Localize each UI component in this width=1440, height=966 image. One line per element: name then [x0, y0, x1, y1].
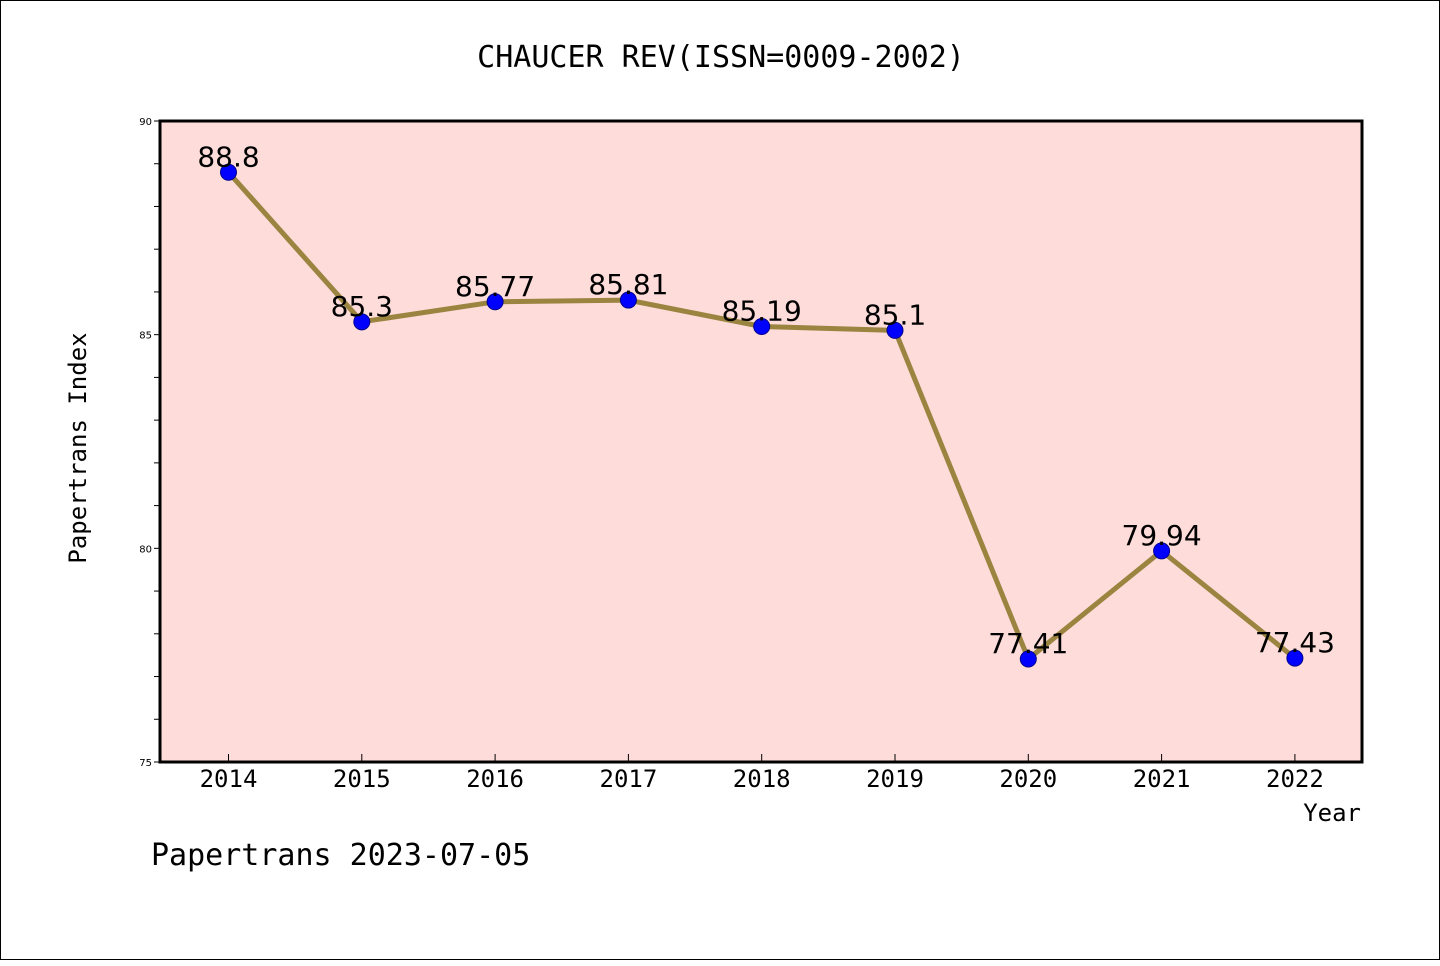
x-tick-label: 2021 [1133, 765, 1191, 793]
y-tick-label: 75 [139, 758, 152, 769]
x-tick-label: 2014 [200, 765, 258, 793]
data-label: 88.8 [197, 140, 259, 173]
y-tick-label: 85 [139, 331, 152, 342]
data-point [353, 313, 371, 331]
x-tick-label: 2016 [466, 765, 524, 793]
data-point [1153, 542, 1171, 560]
data-labels: 88.8 85.3 85.77 85.81 85.19 85.1 77.41 79.94 77.… [197, 140, 1335, 660]
data-label: 85.19 [722, 295, 802, 328]
data-point [619, 291, 637, 309]
x-tick-label: 2018 [733, 765, 791, 793]
data-label: 85.3 [331, 290, 393, 323]
y-tick-label: 90 [139, 117, 152, 128]
x-tick-label: 2019 [866, 765, 924, 793]
x-tick-label: 2020 [999, 765, 1057, 793]
x-tick-label: 2015 [333, 765, 391, 793]
data-label: 85.1 [864, 298, 926, 331]
data-point [1286, 649, 1304, 667]
x-axis-ticks: 2014 2015 2016 2017 2018 2019 2020 2021 2022 [200, 754, 1324, 793]
data-point [886, 321, 904, 339]
data-point [753, 318, 771, 336]
plot-area [158, 119, 1364, 764]
data-label: 85.81 [588, 268, 668, 301]
data-point [1019, 650, 1037, 668]
data-label: 77.43 [1255, 626, 1335, 659]
data-label: 77.41 [988, 627, 1068, 660]
data-points [220, 163, 1304, 668]
x-axis-label: Year [1303, 799, 1361, 827]
data-point [486, 293, 504, 311]
chart-title: CHAUCER REV(ISSN=0009-2002) [477, 40, 965, 75]
x-tick-label: 2017 [600, 765, 658, 793]
y-axis-ticks: 75 80 85 90 [139, 117, 160, 769]
y-tick-label: 80 [139, 544, 152, 555]
data-point [220, 163, 237, 181]
footer-text: Papertrans 2023-07-05 [151, 838, 530, 873]
data-label: 85.77 [455, 270, 535, 303]
x-tick-label: 2022 [1266, 765, 1324, 793]
y-axis-label: Papertrans Index [64, 332, 92, 563]
data-label: 79.94 [1122, 519, 1202, 552]
